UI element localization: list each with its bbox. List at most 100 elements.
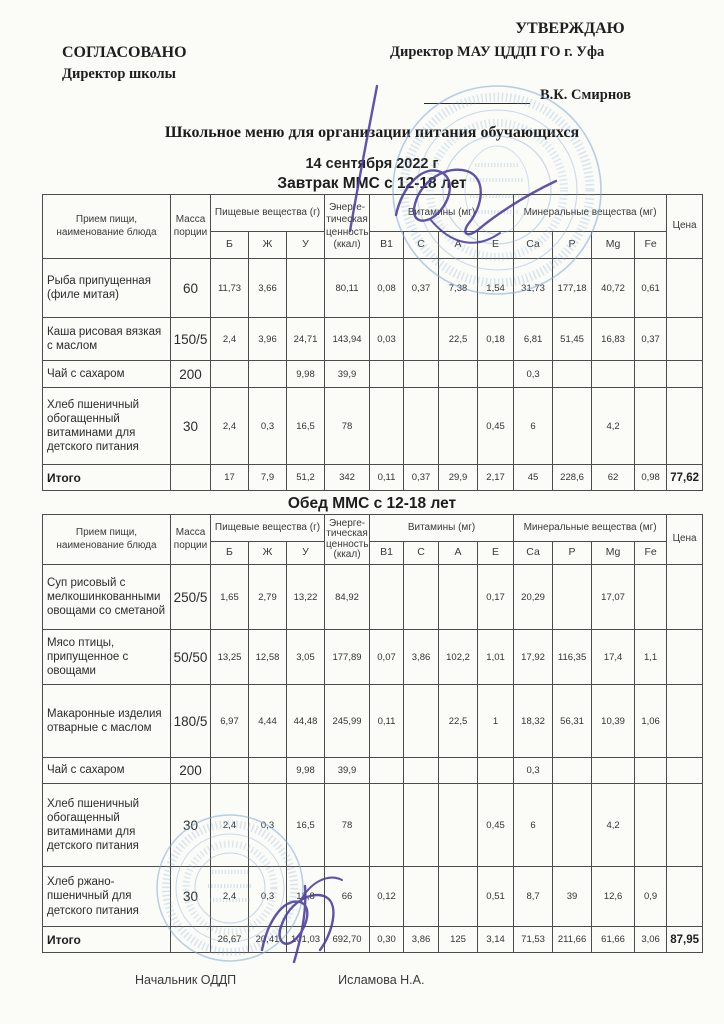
dish-cell: Макаронные изделия отварные с маслом xyxy=(42,684,171,758)
value-cell xyxy=(552,360,593,388)
value-cell: 16,83 xyxy=(591,317,636,361)
value-cell: 1,01 xyxy=(477,629,515,685)
total-label: Итого xyxy=(42,464,171,491)
value-cell: 17,4 xyxy=(591,629,636,685)
value-cell: 0,45 xyxy=(477,387,515,465)
value-cell xyxy=(248,360,287,388)
value-cell: 84,92 xyxy=(324,564,371,630)
total-value: 71,53 xyxy=(513,926,554,953)
header-dish: Прием пищи, наименование блюда xyxy=(42,514,171,565)
total-value: 87,95 xyxy=(666,926,704,953)
value-cell: 22,5 xyxy=(438,684,479,758)
dish-cell: Чай с сахаром xyxy=(42,757,171,784)
menu-row: Хлеб пшеничный обогащенный витаминами дл… xyxy=(42,783,704,867)
header-vitamins-group: Витамины (мг) xyxy=(369,194,515,232)
value-cell: 66 xyxy=(324,866,371,927)
dish-cell: Суп рисовый с мелкошинкованными овощами … xyxy=(42,564,171,630)
mass-cell: 60 xyxy=(170,258,211,318)
header-mass: Масса порции xyxy=(170,194,211,259)
value-cell: 0,03 xyxy=(369,317,405,361)
value-cell: 13,8 xyxy=(285,866,326,927)
lunch-table-title: Обед ММС с 12-18 лет xyxy=(287,495,457,512)
menu-row: Каша рисовая вязкая с маслом 150/5 2,4 3,96… xyxy=(42,317,704,361)
value-cell xyxy=(438,564,479,630)
value-cell: 0,12 xyxy=(369,866,405,927)
breakfast-table: Прием пищи, наименование блюда Масса пор… xyxy=(42,194,704,491)
mass-cell: 200 xyxy=(170,757,211,784)
dish-cell: Мясо птицы, припущенное с овощами xyxy=(42,629,171,685)
value-cell: 11,73 xyxy=(210,258,249,318)
total-value: 17 xyxy=(210,464,249,491)
value-cell: 3,66 xyxy=(248,258,287,318)
value-cell xyxy=(477,360,515,388)
value-cell: 1 xyxy=(477,684,515,758)
value-cell xyxy=(666,629,704,685)
value-cell: 17,92 xyxy=(513,629,554,685)
value-cell: 8,7 xyxy=(513,866,554,927)
value-cell: 0,3 xyxy=(513,360,554,388)
header-vitamins-group: Витамины (мг) xyxy=(369,514,515,542)
value-cell: 0,3 xyxy=(248,387,287,465)
total-value: 62 xyxy=(591,464,636,491)
header-mineral-mg: Mg xyxy=(591,541,636,565)
value-cell: 12,58 xyxy=(248,629,287,685)
approval-header: СОГЛАСОВАНО Директор школы УТВЕРЖДАЮ Дир… xyxy=(42,20,702,104)
value-cell: 2,4 xyxy=(210,317,249,361)
total-value: 3,06 xyxy=(634,926,668,953)
header-vitamin-e: Е xyxy=(477,541,515,565)
total-value: 0,98 xyxy=(634,464,668,491)
header-mass: Масса порции xyxy=(170,514,211,565)
value-cell: 1,65 xyxy=(210,564,249,630)
value-cell: 51,45 xyxy=(552,317,593,361)
total-value: 2,17 xyxy=(477,464,515,491)
approved-signature-row: В.К. Смирнов xyxy=(390,87,690,104)
value-cell: 13,25 xyxy=(210,629,249,685)
value-cell: 4,2 xyxy=(591,783,636,867)
dish-cell: Хлеб пшеничный обогащенный витаминами дл… xyxy=(42,783,171,867)
value-cell: 3,86 xyxy=(403,629,440,685)
mass-cell: 250/5 xyxy=(170,564,211,630)
value-cell xyxy=(369,387,405,465)
value-cell: 2,4 xyxy=(210,866,249,927)
header-mineral-p: Р xyxy=(552,541,593,565)
value-cell xyxy=(210,360,249,388)
value-cell: 177,89 xyxy=(324,629,371,685)
dish-cell: Хлеб пшеничный обогащенный витаминами дл… xyxy=(42,387,171,465)
value-cell xyxy=(666,757,704,784)
total-value: 211,66 xyxy=(552,926,593,953)
value-cell: 0,51 xyxy=(477,866,515,927)
value-cell xyxy=(438,783,479,867)
header-minerals-group: Минеральные вещества (мг) xyxy=(513,194,668,232)
header-vitamin-c: С xyxy=(403,541,440,565)
table-header-sub-row: Б Ж У В1 С А Е Са Р Mg Fe xyxy=(43,541,703,565)
page-title: Школьное меню для организации питания об… xyxy=(164,124,580,141)
value-cell xyxy=(634,564,668,630)
value-cell: 0,61 xyxy=(634,258,668,318)
agreed-subtitle: Директор школы xyxy=(62,66,176,82)
value-cell: 0,17 xyxy=(477,564,515,630)
value-cell xyxy=(438,866,479,927)
header-mineral-ca: Са xyxy=(513,231,554,259)
value-cell xyxy=(666,783,704,867)
total-value: 0,30 xyxy=(369,926,405,953)
value-cell: 0,08 xyxy=(369,258,405,318)
value-cell: 116,35 xyxy=(552,629,593,685)
value-cell: 3,96 xyxy=(248,317,287,361)
value-cell: 18,32 xyxy=(513,684,554,758)
header-mineral-fe: Fe xyxy=(634,541,668,565)
header-fat: Ж xyxy=(248,541,287,565)
header-dish: Прием пищи, наименование блюда xyxy=(42,194,171,259)
value-cell: 102,2 xyxy=(438,629,479,685)
header-mineral-mg: Mg xyxy=(591,231,636,259)
total-row: Итого 17 7,9 51,2 342 0,11 0,37 29,9 2,17 45 228,6… xyxy=(42,464,704,491)
value-cell: 0,9 xyxy=(634,866,668,927)
approved-org-line: Директор МАУ ЦДДП ГО г. Уфа xyxy=(390,44,605,60)
value-cell xyxy=(666,360,704,388)
footer-role: Начальник ОДДП xyxy=(135,973,237,987)
header-vitamin-b1: В1 xyxy=(369,541,405,565)
value-cell: 4,2 xyxy=(591,387,636,465)
value-cell xyxy=(369,360,405,388)
value-cell: 16,5 xyxy=(285,783,326,867)
agreed-block: СОГЛАСОВАНО Директор школы xyxy=(62,44,187,83)
